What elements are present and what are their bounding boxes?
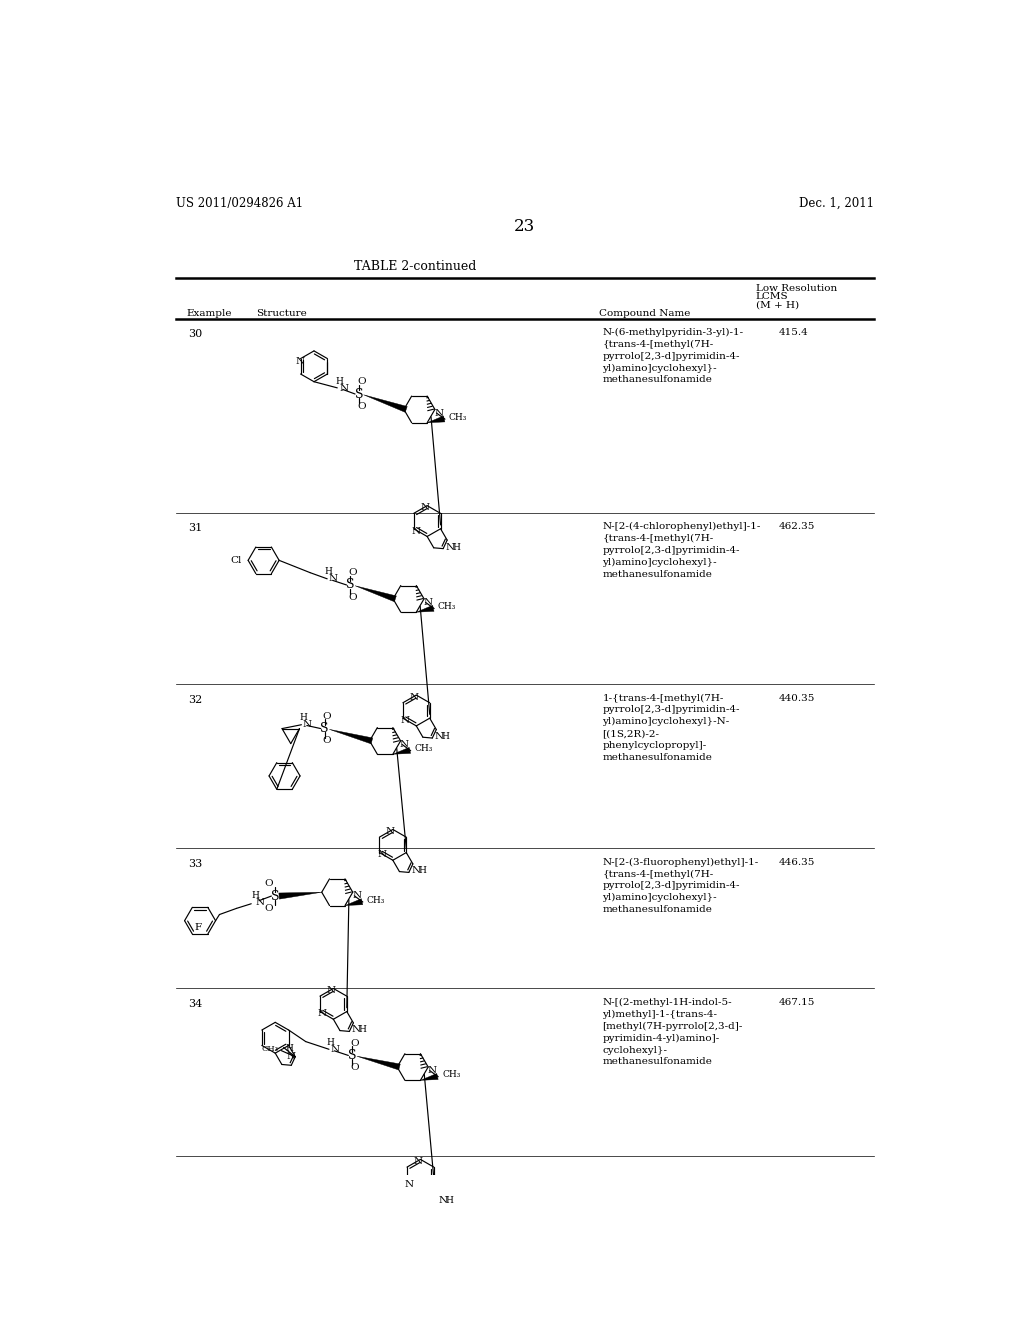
Text: N: N <box>317 1010 327 1018</box>
Polygon shape <box>417 606 434 612</box>
Text: US 2011/0294826 A1: US 2011/0294826 A1 <box>176 197 303 210</box>
Text: 34: 34 <box>188 999 203 1010</box>
Text: N: N <box>420 503 429 512</box>
Polygon shape <box>357 1056 400 1071</box>
Text: H: H <box>299 713 307 722</box>
Text: N: N <box>400 741 409 748</box>
Text: N-[2-(4-chlorophenyl)ethyl]-1-
{trans-4-[methyl(7H-
pyrrolo[2,3-d]pyrimidin-4-
y: N-[2-(4-chlorophenyl)ethyl]-1- {trans-4-… <box>602 521 761 578</box>
Text: 32: 32 <box>188 696 203 705</box>
Text: O: O <box>323 737 332 746</box>
Text: S: S <box>271 890 280 903</box>
Text: TABLE 2-continued: TABLE 2-continued <box>353 260 476 273</box>
Text: H: H <box>418 866 426 875</box>
Text: N: N <box>386 828 395 837</box>
Text: CH₃: CH₃ <box>261 1045 279 1053</box>
Text: 467.15: 467.15 <box>779 998 815 1007</box>
Text: CH₃: CH₃ <box>442 1071 461 1080</box>
Text: F: F <box>195 924 202 932</box>
Text: N: N <box>412 527 421 536</box>
Text: N-[2-(3-fluorophenyl)ethyl]-1-
{trans-4-[methyl(7H-
pyrrolo[2,3-d]pyrimidin-4-
y: N-[2-(3-fluorophenyl)ethyl]-1- {trans-4-… <box>602 858 759 915</box>
Polygon shape <box>345 899 362 906</box>
Text: 415.4: 415.4 <box>779 327 809 337</box>
Polygon shape <box>421 1073 438 1080</box>
Text: 462.35: 462.35 <box>779 521 815 531</box>
Text: O: O <box>350 1064 358 1072</box>
Text: N: N <box>351 1026 360 1035</box>
Polygon shape <box>279 892 322 899</box>
Text: 30: 30 <box>188 330 203 339</box>
Text: (M + H): (M + H) <box>756 301 799 310</box>
Text: O: O <box>348 568 357 577</box>
Text: H: H <box>358 1026 367 1035</box>
Text: CH₃: CH₃ <box>438 602 457 611</box>
Text: CH₃: CH₃ <box>367 896 385 904</box>
Text: H: H <box>336 378 343 387</box>
Text: N: N <box>434 408 443 417</box>
Text: N: N <box>414 1158 423 1166</box>
Text: S: S <box>354 388 364 400</box>
Text: LCMS: LCMS <box>756 293 788 301</box>
Text: 446.35: 446.35 <box>779 858 815 866</box>
Text: Dec. 1, 2011: Dec. 1, 2011 <box>799 197 873 210</box>
Text: O: O <box>264 879 273 888</box>
Text: N: N <box>287 1052 296 1060</box>
Polygon shape <box>427 416 444 422</box>
Text: S: S <box>321 722 329 735</box>
Text: O: O <box>264 904 273 913</box>
Text: S: S <box>348 1049 356 1063</box>
Text: N: N <box>434 733 443 741</box>
Text: O: O <box>323 711 332 721</box>
Text: CH₃: CH₃ <box>449 413 467 422</box>
Text: N: N <box>427 1067 436 1074</box>
Polygon shape <box>364 395 408 412</box>
Text: Low Resolution: Low Resolution <box>756 284 837 293</box>
Text: CH₃: CH₃ <box>415 744 433 754</box>
Text: H: H <box>327 1038 335 1047</box>
Text: N: N <box>329 574 338 583</box>
Text: N: N <box>445 543 455 552</box>
Text: H: H <box>445 1196 454 1205</box>
Text: 33: 33 <box>188 859 203 869</box>
Text: N: N <box>331 1045 340 1053</box>
Text: Example: Example <box>187 309 232 318</box>
Text: N: N <box>410 693 419 702</box>
Text: O: O <box>357 401 366 411</box>
Text: O: O <box>348 593 357 602</box>
Text: N: N <box>352 891 361 900</box>
Text: H: H <box>441 733 450 741</box>
Text: 23: 23 <box>514 218 536 235</box>
Text: H: H <box>453 543 461 552</box>
Text: 31: 31 <box>188 524 203 533</box>
Text: N: N <box>404 1180 414 1189</box>
Text: N: N <box>438 1196 447 1205</box>
Text: N: N <box>400 715 410 725</box>
Text: 440.35: 440.35 <box>779 693 815 702</box>
Text: 1-{trans-4-[methyl(7H-
pyrrolo[2,3-d]pyrimidin-4-
yl)amino]cyclohexyl}-N-
[(1S,2: 1-{trans-4-[methyl(7H- pyrrolo[2,3-d]pyr… <box>602 693 739 762</box>
Polygon shape <box>355 586 396 602</box>
Text: N: N <box>303 721 312 729</box>
Text: Cl: Cl <box>230 556 242 565</box>
Text: N: N <box>412 866 420 875</box>
Text: N: N <box>377 850 386 859</box>
Polygon shape <box>393 747 411 754</box>
Text: N-[(2-methyl-1H-indol-5-
yl)methyl]-1-{trans-4-
[methyl(7H-pyrrolo[2,3-d]-
pyrim: N-[(2-methyl-1H-indol-5- yl)methyl]-1-{t… <box>602 998 742 1067</box>
Polygon shape <box>330 730 373 744</box>
Text: O: O <box>357 378 366 387</box>
Text: H: H <box>285 1044 293 1053</box>
Text: N-(6-methylpyridin-3-yl)-1-
{trans-4-[methyl(7H-
pyrrolo[2,3-d]pyrimidin-4-
yl)a: N-(6-methylpyridin-3-yl)-1- {trans-4-[me… <box>602 327 743 384</box>
Text: N: N <box>340 384 349 393</box>
Text: O: O <box>350 1039 358 1048</box>
Text: N: N <box>255 898 264 907</box>
Text: H: H <box>251 891 259 900</box>
Text: Structure: Structure <box>256 309 306 318</box>
Text: H: H <box>325 568 333 577</box>
Text: N: N <box>423 598 432 607</box>
Text: N: N <box>296 358 305 366</box>
Text: N: N <box>327 986 336 995</box>
Text: S: S <box>346 578 354 591</box>
Text: Compound Name: Compound Name <box>599 309 690 318</box>
